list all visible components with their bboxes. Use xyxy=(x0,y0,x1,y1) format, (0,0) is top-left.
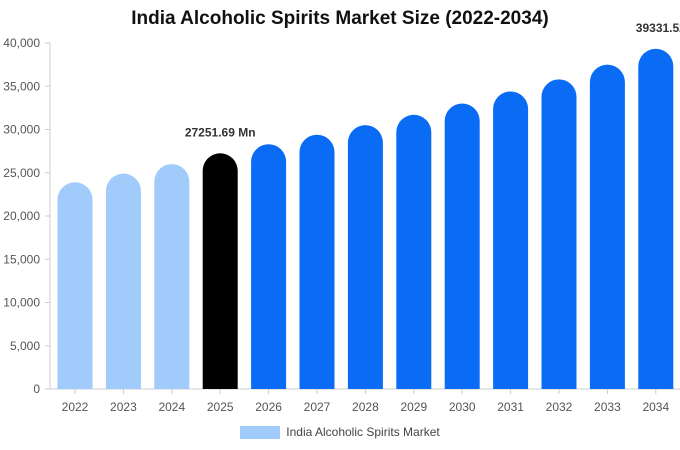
bar-2024 xyxy=(154,164,190,389)
x-tick-label: 2023 xyxy=(110,400,137,414)
x-tick-label: 2027 xyxy=(304,400,331,414)
x-tick-label: 2030 xyxy=(449,400,476,414)
data-label-2034: 39331.52 Mn xyxy=(636,21,680,35)
legend-label: India Alcoholic Spirits Market xyxy=(286,425,440,439)
bars xyxy=(57,48,674,390)
bar-2031 xyxy=(493,91,529,389)
bar-2033 xyxy=(589,64,625,389)
x-tick-label: 2025 xyxy=(207,400,234,414)
x-tick-label: 2022 xyxy=(62,400,89,414)
y-tick-label: 0 xyxy=(33,382,40,396)
x-tick-label: 2024 xyxy=(158,400,185,414)
y-tick-label: 30,000 xyxy=(3,123,40,137)
bar-2030 xyxy=(444,103,480,390)
y-tick-label: 35,000 xyxy=(3,79,40,93)
y-tick-label: 20,000 xyxy=(3,209,40,223)
bar-2028 xyxy=(347,125,383,389)
bar-2029 xyxy=(396,114,432,390)
y-axis-ticks: 0 5,000 10,000 15,000 20,000 25,000 30,000 35,0… xyxy=(3,36,50,396)
legend: India Alcoholic Spirits Market xyxy=(0,425,680,439)
chart-title: India Alcoholic Spirits Market Size (202… xyxy=(131,8,549,29)
bar-2034 xyxy=(638,48,674,389)
bar-2027 xyxy=(299,134,335,389)
bar-2022 xyxy=(57,182,93,389)
x-tick-label: 2032 xyxy=(546,400,573,414)
x-tick-label: 2034 xyxy=(642,400,669,414)
y-tick-label: 25,000 xyxy=(3,166,40,180)
x-tick-label: 2026 xyxy=(255,400,282,414)
x-tick-label: 2028 xyxy=(352,400,379,414)
x-tick-label: 2031 xyxy=(497,400,524,414)
y-tick-label: 10,000 xyxy=(3,296,40,310)
bar-2023 xyxy=(105,173,141,389)
y-tick-label: 5,000 xyxy=(10,339,40,353)
x-axis-ticks: 2022 2023 2024 2025 2026 2027 2028 2029 2030 2031… xyxy=(62,389,669,414)
bar-2025 xyxy=(202,153,238,389)
bar-2026 xyxy=(251,144,287,389)
y-tick-label: 40,000 xyxy=(3,36,40,50)
bar-chart: 0 5,000 10,000 15,000 20,000 25,000 30,000 35,0… xyxy=(3,21,680,414)
x-tick-label: 2029 xyxy=(400,400,427,414)
legend-swatch xyxy=(240,425,281,439)
data-label-2025: 27251.69 Mn xyxy=(185,125,256,139)
x-tick-label: 2033 xyxy=(594,400,621,414)
data-labels: 27251.69 Mn 39331.52 Mn xyxy=(185,21,680,139)
bar-2032 xyxy=(541,79,577,389)
y-tick-label: 15,000 xyxy=(3,252,40,266)
